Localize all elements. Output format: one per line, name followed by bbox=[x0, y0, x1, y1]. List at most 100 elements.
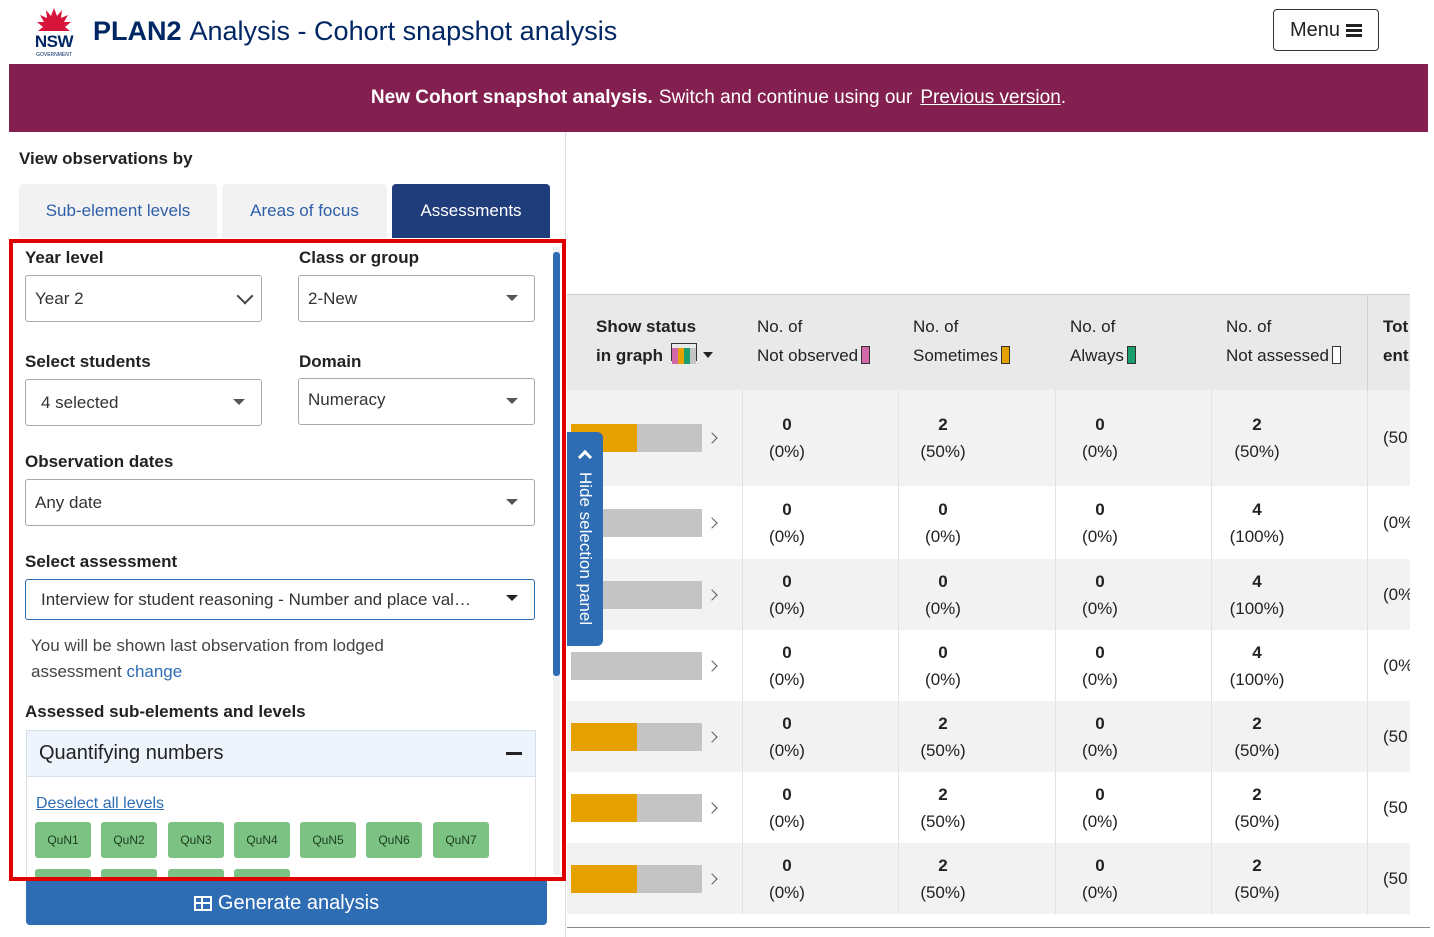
table-row[interactable]: 0 (0%) 2 (50%) 0 (0%) 2 (50%) (50 bbox=[567, 843, 1410, 914]
collapse-icon bbox=[506, 752, 522, 755]
table-row[interactable]: 0 (0%) 0 (0%) 0 (0%) 4 (100%) (0% bbox=[567, 559, 1410, 630]
select-students-dropdown[interactable]: 4 selected bbox=[25, 379, 262, 426]
level-chip-qun3[interactable]: QuN3 bbox=[168, 822, 224, 858]
column-divider bbox=[1211, 390, 1212, 486]
level-chip-qun7[interactable]: QuN7 bbox=[433, 822, 489, 858]
table-row[interactable]: 0 (0%) 0 (0%) 0 (0%) 4 (100%) (0% bbox=[567, 486, 1410, 559]
caret-down-icon bbox=[233, 399, 245, 405]
caret-down-icon bbox=[506, 398, 518, 404]
cell-always: 0 (0%) bbox=[1030, 710, 1170, 764]
cell-percent: (50%) bbox=[920, 811, 966, 831]
previous-version-link[interactable]: Previous version bbox=[920, 87, 1061, 108]
generate-analysis-button[interactable]: Generate analysis bbox=[26, 881, 547, 925]
column-divider bbox=[1055, 630, 1056, 701]
accordion-quantifying-numbers[interactable]: Quantifying numbers bbox=[26, 730, 536, 777]
assessment-note-text: You will be shown last observation from … bbox=[31, 636, 384, 681]
level-chip-partial[interactable] bbox=[101, 869, 157, 879]
status-bar bbox=[571, 651, 702, 680]
domain-select[interactable]: Numeracy bbox=[298, 378, 535, 425]
level-chip-qun6[interactable]: QuN6 bbox=[366, 822, 422, 858]
cell-percent: (50%) bbox=[920, 882, 966, 902]
header-sometimes-line2: Sometimes bbox=[913, 346, 999, 365]
table-row[interactable]: 0 (0%) 2 (50%) 0 (0%) 2 (50%) (50 bbox=[567, 701, 1410, 772]
column-divider bbox=[742, 843, 743, 914]
chevron-right-icon[interactable] bbox=[706, 659, 718, 672]
cell-not-assessed: 2 (50%) bbox=[1187, 852, 1327, 906]
level-chip-partial[interactable] bbox=[35, 869, 91, 879]
header-sometimes: No. of Sometimes bbox=[913, 312, 1011, 370]
chevron-right-icon[interactable] bbox=[706, 588, 718, 601]
level-chip-qun5[interactable]: QuN5 bbox=[300, 822, 356, 858]
status-bar bbox=[571, 722, 702, 751]
new-version-banner: New Cohort snapshot analysis. Switch and… bbox=[9, 64, 1428, 132]
tab-sub-element-levels[interactable]: Sub-element levels bbox=[19, 184, 217, 238]
cell-not-assessed: 2 (50%) bbox=[1187, 710, 1327, 764]
observation-dates-select[interactable]: Any date bbox=[25, 479, 535, 526]
header-not-assessed: No. of Not assessed bbox=[1226, 312, 1341, 370]
column-divider bbox=[742, 559, 743, 630]
cell-not-observed: 0 (0%) bbox=[717, 496, 857, 550]
chevron-right-icon[interactable] bbox=[706, 872, 718, 885]
page-title: PLAN2 Analysis - Cohort snapshot analysis bbox=[93, 16, 617, 47]
table-header bbox=[567, 294, 1410, 390]
deselect-all-levels-link[interactable]: Deselect all levels bbox=[36, 795, 165, 812]
status-bar bbox=[571, 864, 702, 893]
cell-count: 0 bbox=[782, 855, 792, 875]
hide-selection-panel-button[interactable]: Hide selection panel bbox=[567, 432, 603, 646]
domain-label: Domain bbox=[299, 352, 362, 371]
header-show-status[interactable]: Show status in graph bbox=[596, 312, 714, 370]
cell-not-observed: 0 (0%) bbox=[717, 710, 857, 764]
column-divider bbox=[1211, 630, 1212, 701]
table-row[interactable]: 0 (0%) 0 (0%) 0 (0%) 4 (100%) (0% bbox=[567, 630, 1410, 701]
menu-label: Menu bbox=[1289, 18, 1341, 41]
level-chip-qun4[interactable]: QuN4 bbox=[234, 822, 290, 858]
chevron-right-icon[interactable] bbox=[706, 730, 718, 743]
header-always: No. of Always bbox=[1070, 312, 1136, 370]
level-chip-partial[interactable] bbox=[168, 869, 224, 879]
tab-areas-of-focus[interactable]: Areas of focus bbox=[222, 184, 387, 238]
class-group-select[interactable]: 2-New bbox=[298, 275, 535, 322]
accordion-title: Quantifying numbers bbox=[39, 742, 224, 764]
cell-count: 4 bbox=[1252, 571, 1262, 591]
column-divider bbox=[1055, 559, 1056, 630]
chevron-up-icon bbox=[577, 449, 593, 465]
cell-not-assessed: 2 (50%) bbox=[1187, 411, 1327, 465]
header-not-observed-line2: Not observed bbox=[757, 346, 859, 365]
cell-always: 0 (0%) bbox=[1030, 496, 1170, 550]
cell-count: 0 bbox=[782, 415, 792, 434]
cell-total-percent: (0% bbox=[1383, 655, 1410, 675]
select-assessment-dropdown[interactable]: Interview for student reasoning - Number… bbox=[25, 579, 535, 620]
cell-percent: (100%) bbox=[1229, 526, 1285, 546]
chevron-down-icon bbox=[236, 287, 254, 305]
header-status-line1: Show status bbox=[596, 317, 697, 336]
table-bottom-border bbox=[567, 927, 1430, 928]
table-row[interactable]: 0 (0%) 2 (50%) 0 (0%) 2 (50%) (50 bbox=[567, 390, 1410, 486]
level-chip-partial[interactable] bbox=[234, 869, 290, 879]
cell-percent: (0%) bbox=[769, 526, 805, 546]
caret-down-icon bbox=[506, 595, 518, 601]
chevron-right-icon[interactable] bbox=[706, 516, 718, 529]
logo-text: NSW bbox=[34, 32, 74, 51]
cell-not-assessed: 2 (50%) bbox=[1187, 781, 1327, 835]
cell-not-assessed: 4 (100%) bbox=[1187, 568, 1327, 622]
level-chip-qun1[interactable]: QuN1 bbox=[35, 822, 91, 858]
cell-percent: (0%) bbox=[1082, 811, 1118, 831]
panel-scrollbar-thumb[interactable] bbox=[553, 252, 560, 676]
table-row[interactable]: 0 (0%) 2 (50%) 0 (0%) 2 (50%) (50 bbox=[567, 772, 1410, 843]
cell-sometimes: 0 (0%) bbox=[873, 639, 1013, 693]
chevron-right-icon[interactable] bbox=[706, 801, 718, 814]
tab-assessments[interactable]: Assessments bbox=[392, 184, 550, 238]
cell-sometimes: 2 (50%) bbox=[873, 411, 1013, 465]
cell-percent: (0%) bbox=[769, 811, 805, 831]
cell-not-observed: 0 (0%) bbox=[717, 568, 857, 622]
cell-percent: (0%) bbox=[769, 598, 805, 618]
menu-button[interactable]: Menu bbox=[1273, 9, 1379, 51]
level-chip-qun2[interactable]: QuN2 bbox=[101, 822, 157, 858]
cell-total-percent: (50 bbox=[1383, 726, 1408, 746]
year-level-select[interactable]: Year 2 bbox=[25, 275, 262, 322]
change-link[interactable]: change bbox=[126, 662, 183, 681]
logo-subtext: GOVERNMENT bbox=[36, 52, 72, 58]
chevron-right-icon[interactable] bbox=[706, 432, 718, 444]
nsw-government-logo[interactable]: NSW GOVERNMENT bbox=[30, 6, 78, 58]
column-divider bbox=[1055, 701, 1056, 772]
